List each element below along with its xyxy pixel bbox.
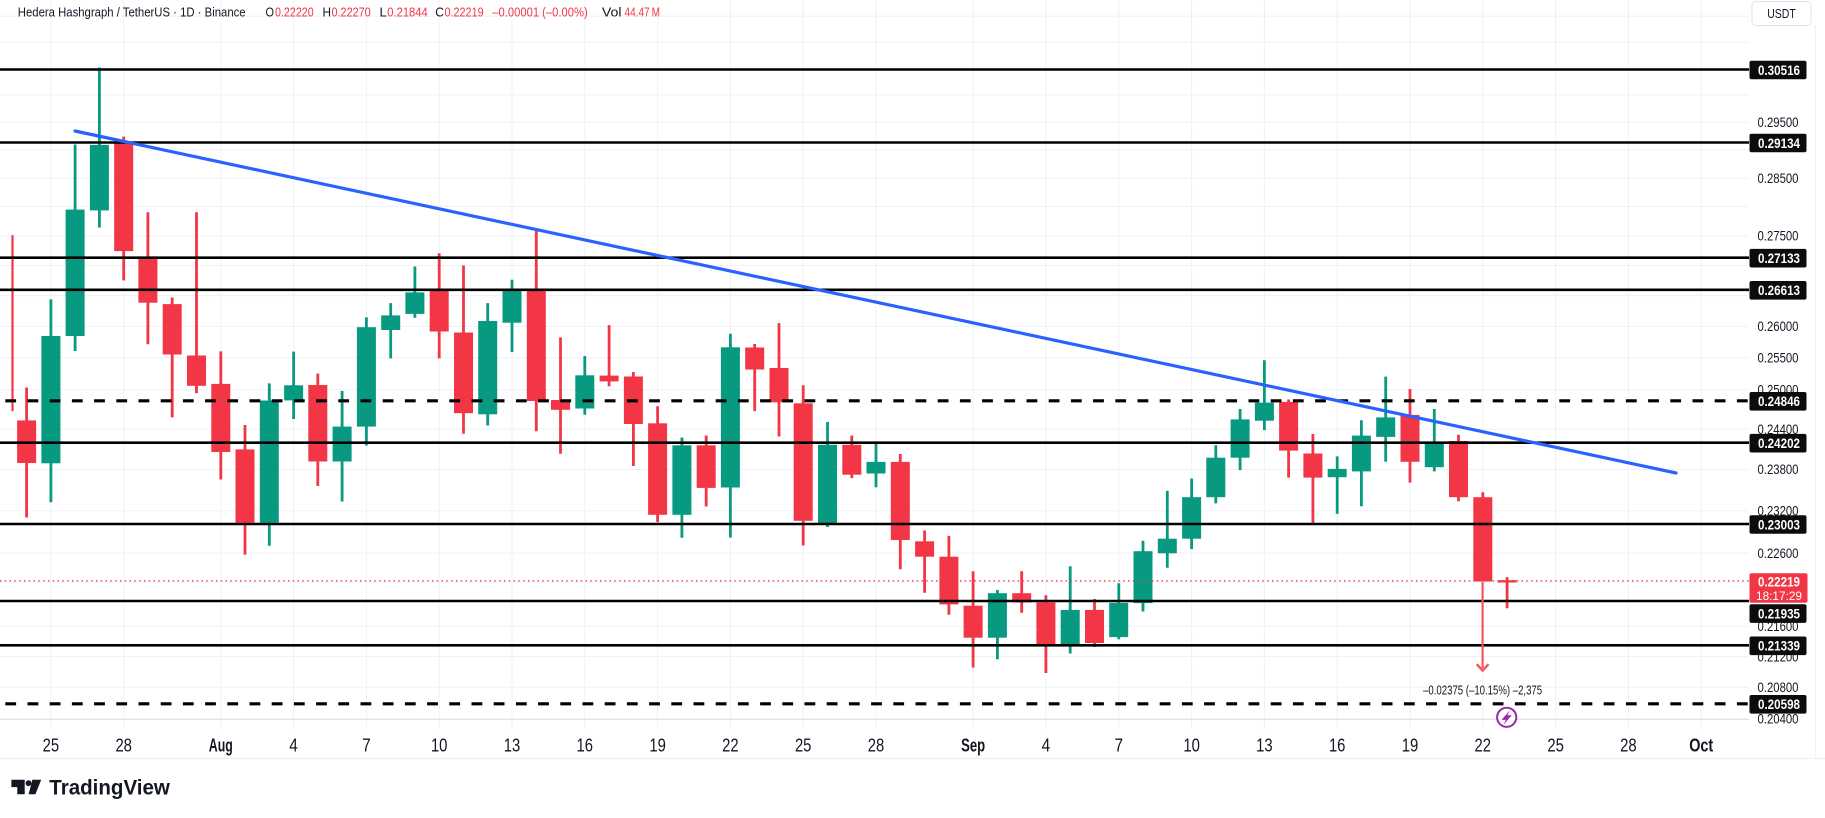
svg-text:0.22600: 0.22600: [1758, 546, 1799, 561]
svg-text:0.20598: 0.20598: [1758, 697, 1800, 712]
svg-text:–0.02375 (–10.15%) –2,375: –0.02375 (–10.15%) –2,375: [1423, 684, 1542, 698]
svg-text:19: 19: [1402, 736, 1419, 756]
svg-text:0.23200: 0.23200: [1758, 504, 1799, 519]
svg-text:C: C: [435, 5, 444, 19]
svg-text:22: 22: [1475, 736, 1492, 756]
svg-text:0.21844: 0.21844: [387, 5, 427, 19]
svg-text:0.29134: 0.29134: [1758, 136, 1800, 151]
svg-text:0.24202: 0.24202: [1758, 436, 1800, 451]
svg-text:0.27500: 0.27500: [1758, 229, 1799, 244]
svg-text:4: 4: [289, 736, 298, 756]
svg-text:28: 28: [115, 736, 132, 756]
svg-text:0.23800: 0.23800: [1758, 462, 1799, 477]
svg-text:28: 28: [868, 736, 885, 756]
svg-text:TradingView: TradingView: [49, 776, 170, 799]
svg-text:Sep: Sep: [961, 736, 985, 756]
svg-text:13: 13: [504, 736, 521, 756]
svg-text:25: 25: [43, 736, 60, 756]
svg-text:0.25500: 0.25500: [1758, 351, 1799, 366]
svg-text:L: L: [380, 5, 387, 19]
svg-text:7: 7: [362, 736, 371, 756]
svg-text:0.21339: 0.21339: [1758, 639, 1800, 654]
svg-text:0.26613: 0.26613: [1758, 283, 1800, 298]
svg-text:H: H: [323, 5, 332, 19]
svg-text:0.23003: 0.23003: [1758, 517, 1800, 532]
svg-text:0.29500: 0.29500: [1758, 115, 1799, 130]
svg-text:10: 10: [1183, 736, 1200, 756]
svg-text:0.20400: 0.20400: [1758, 712, 1799, 727]
svg-text:O: O: [266, 5, 275, 19]
svg-text:Hedera Hashgraph / TetherUS ·: Hedera Hashgraph / TetherUS · 1D · Binan…: [18, 5, 246, 19]
svg-text:28: 28: [1620, 736, 1637, 756]
svg-text:Oct: Oct: [1689, 736, 1713, 756]
svg-text:0.24400: 0.24400: [1758, 422, 1799, 437]
svg-text:Vol: Vol: [602, 5, 622, 19]
svg-text:Aug: Aug: [209, 736, 233, 756]
svg-text:16: 16: [577, 736, 594, 756]
svg-text:44.47 M: 44.47 M: [625, 5, 661, 19]
svg-text:13: 13: [1256, 736, 1273, 756]
svg-text:16: 16: [1329, 736, 1346, 756]
svg-text:0.26000: 0.26000: [1758, 319, 1799, 334]
svg-text:0.27133: 0.27133: [1758, 251, 1800, 266]
svg-text:0.22219: 0.22219: [1758, 574, 1800, 589]
svg-text:22: 22: [722, 736, 739, 756]
svg-text:USDT: USDT: [1767, 7, 1796, 21]
svg-text:0.20800: 0.20800: [1758, 680, 1799, 695]
svg-text:0.24846: 0.24846: [1758, 394, 1800, 409]
svg-text:0.22220: 0.22220: [275, 5, 314, 19]
svg-text:19: 19: [649, 736, 666, 756]
svg-text:10: 10: [431, 736, 448, 756]
svg-text:–0.00001 (–0.00%): –0.00001 (–0.00%): [492, 5, 587, 19]
svg-text:0.30516: 0.30516: [1758, 63, 1800, 78]
svg-text:25: 25: [795, 736, 812, 756]
svg-text:25: 25: [1547, 736, 1564, 756]
svg-text:0.21935: 0.21935: [1758, 606, 1800, 621]
svg-text:0.28500: 0.28500: [1758, 171, 1799, 186]
svg-text:7: 7: [1115, 736, 1124, 756]
svg-text:4: 4: [1042, 736, 1051, 756]
svg-text:18:17:29: 18:17:29: [1756, 589, 1802, 603]
svg-text:0.22270: 0.22270: [332, 5, 371, 19]
svg-text:0.22219: 0.22219: [445, 5, 484, 19]
